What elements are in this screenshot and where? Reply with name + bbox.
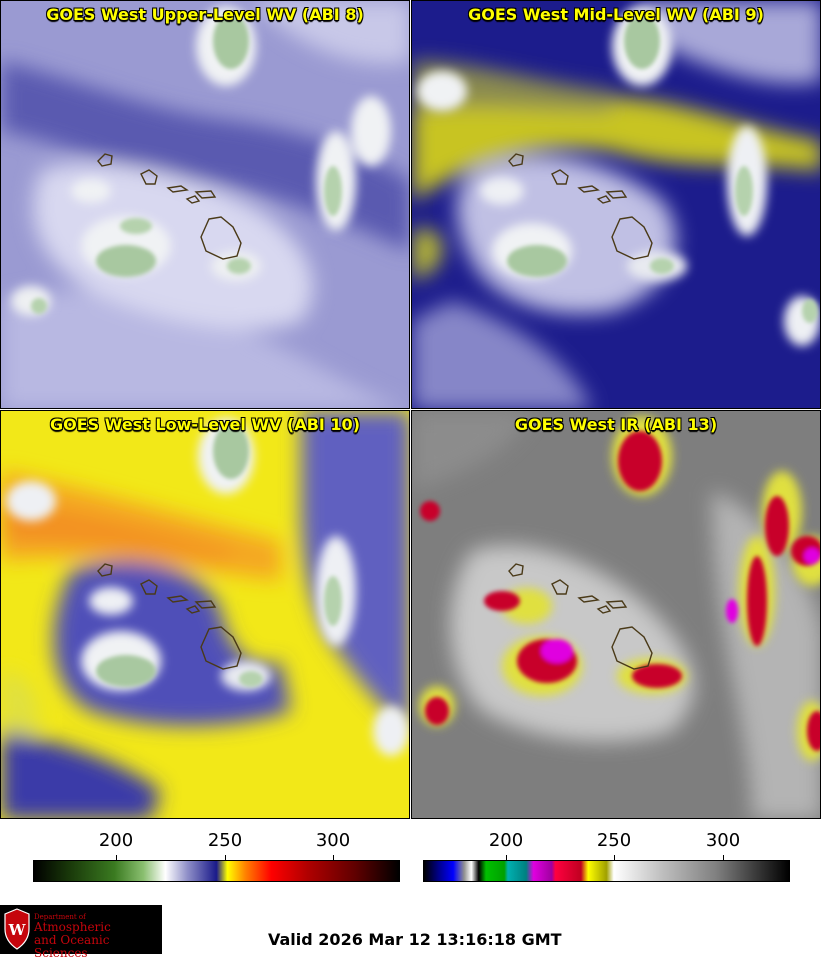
wv-colorbar-gradient <box>33 860 400 882</box>
ir-colorbar: 200 250 300 <box>411 822 822 902</box>
ir-colorbar-gradient <box>423 860 790 882</box>
upper-level-wv-image <box>1 1 409 408</box>
wv-tick-mark <box>116 855 117 861</box>
ir-tick-label: 250 <box>596 830 632 851</box>
logo-oceanic-label: and Oceanic Sciences <box>34 933 110 960</box>
wv-tick-label: 250 <box>207 830 243 851</box>
svg-text:W: W <box>8 921 27 939</box>
ir-tick-mark <box>723 855 724 861</box>
hawaii-coastline-icon <box>97 153 242 260</box>
wv-tick-label: 300 <box>315 830 351 851</box>
upper-level-wv-panel: GOES West Upper-Level WV (ABI 8) <box>0 0 410 409</box>
logo-atmospheric-label: Atmospheric <box>34 920 111 934</box>
wv-tick-label: 200 <box>98 830 134 851</box>
hawaii-coastline-icon <box>508 563 653 670</box>
mid-level-wv-image <box>412 1 820 408</box>
ir-tick-label: 200 <box>488 830 524 851</box>
ir-tick-mark <box>506 855 507 861</box>
ir-image <box>412 411 820 818</box>
low-level-wv-image <box>1 411 409 818</box>
uw-crest-icon: W <box>4 908 30 950</box>
ir-tick-mark <box>614 855 615 861</box>
low-level-wv-panel: GOES West Low-Level WV (ABI 10) <box>0 410 410 819</box>
panel-title-mid-wv: GOES West Mid-Level WV (ABI 9) <box>468 5 764 24</box>
valid-time-label: Valid 2026 Mar 12 13:16:18 GMT <box>268 930 562 949</box>
hawaii-coastline-icon <box>508 153 653 260</box>
hawaii-coastline-icon <box>97 563 242 670</box>
wv-colorbar: 200 250 300 <box>0 822 411 902</box>
panel-title-ir: GOES West IR (ABI 13) <box>514 415 718 434</box>
logo-department-label: Department of <box>34 913 86 921</box>
mid-level-wv-panel: GOES West Mid-Level WV (ABI 9) <box>411 0 821 409</box>
wv-tick-mark <box>225 855 226 861</box>
wv-tick-mark <box>333 855 334 861</box>
ir-panel: GOES West IR (ABI 13) <box>411 410 821 819</box>
panel-title-low-wv: GOES West Low-Level WV (ABI 10) <box>49 415 360 434</box>
uw-aos-logo: W Department of Atmospheric and Oceanic … <box>0 905 162 960</box>
ir-tick-label: 300 <box>705 830 741 851</box>
panel-title-upper-wv: GOES West Upper-Level WV (ABI 8) <box>46 5 364 24</box>
